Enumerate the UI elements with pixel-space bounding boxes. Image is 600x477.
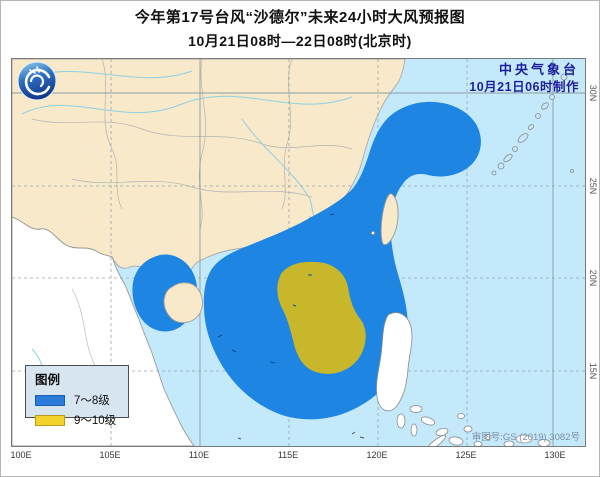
lon-label-110e: 110E bbox=[188, 450, 210, 460]
hainan-island bbox=[163, 282, 203, 324]
lat-label-25n: 25N bbox=[588, 177, 598, 195]
legend-swatch-7-8 bbox=[35, 394, 65, 406]
legend-swatch-9-10 bbox=[35, 414, 65, 426]
taiwan-island bbox=[371, 193, 399, 246]
forecast-map: 中央气象台 10月21日06时制作 审图号:GS (2019) 3082号 图例… bbox=[11, 58, 586, 447]
cma-logo-icon bbox=[17, 61, 57, 101]
province-borders bbox=[31, 59, 353, 230]
legend-title: 图例 bbox=[35, 373, 61, 387]
lon-label-120e: 120E bbox=[366, 450, 388, 460]
lat-label-20n: 20N bbox=[588, 269, 598, 287]
luzon-island bbox=[376, 312, 413, 412]
agency-issue-time: 10月21日06时制作 bbox=[469, 79, 579, 94]
map-approval-number: 审图号:GS (2019) 3082号 bbox=[471, 432, 580, 443]
legend-label-7-8: 7～8级 bbox=[74, 395, 110, 407]
page-title: 今年第17号台风“沙德尔”未来24小时大风预报图 10月21日08时—22日08… bbox=[1, 6, 599, 51]
lon-label-100e: 100E bbox=[10, 450, 32, 460]
wind-area-9-10 bbox=[277, 261, 366, 374]
lon-label-125e: 125E bbox=[455, 450, 477, 460]
title-line2: 10月21日08时—22日08时(北京时) bbox=[188, 33, 412, 49]
lon-label-115e: 115E bbox=[277, 450, 299, 460]
lat-label-15n: 15N bbox=[588, 362, 598, 380]
agency-name: 中央气象台 bbox=[498, 62, 579, 77]
title-line1: 今年第17号台风“沙德尔”未来24小时大风预报图 bbox=[134, 9, 466, 26]
ryukyu-islands bbox=[491, 66, 574, 176]
legend-box: 图例 7～8级 9～10级 bbox=[25, 365, 129, 427]
legend-row-7-8: 7～8级 bbox=[35, 392, 128, 408]
lon-label-130e: 130E bbox=[544, 450, 566, 460]
agency-credit: 中央气象台 10月21日06时制作 bbox=[469, 62, 579, 95]
lon-label-105e: 105E bbox=[99, 450, 121, 460]
reef-marks bbox=[217, 213, 365, 440]
rivers bbox=[21, 70, 353, 218]
lat-label-30n: 30N bbox=[588, 84, 598, 102]
legend-row-9-10: 9～10级 bbox=[35, 412, 128, 428]
legend-label-9-10: 9～10级 bbox=[74, 415, 117, 427]
philippine-islands bbox=[376, 312, 551, 446]
